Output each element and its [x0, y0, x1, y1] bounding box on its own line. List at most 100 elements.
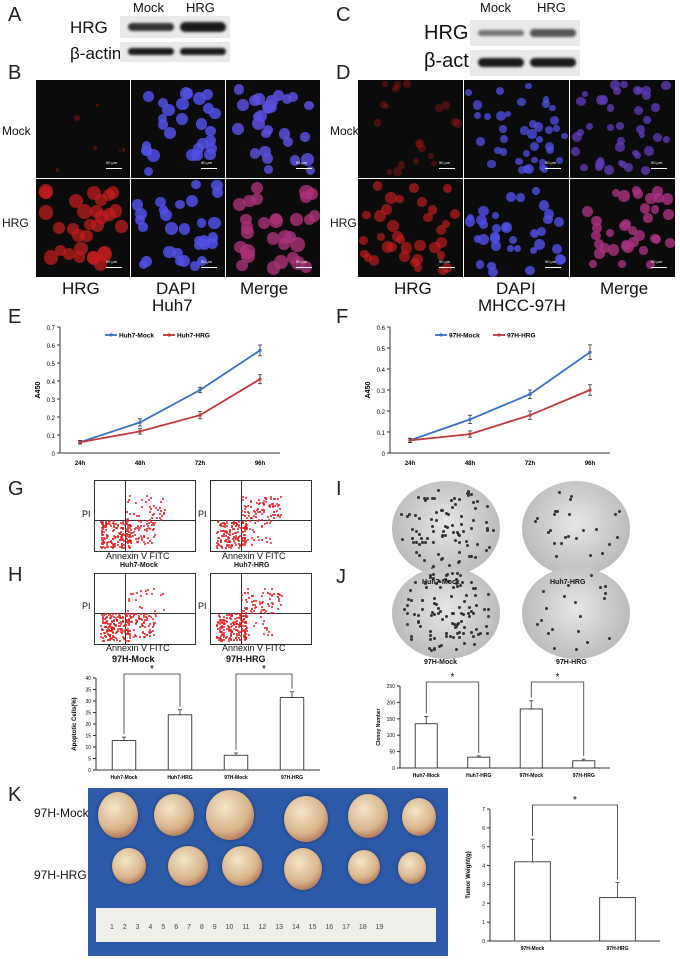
event-dot	[141, 539, 144, 542]
event-dot	[219, 538, 222, 541]
event-dot	[226, 636, 229, 639]
event-dot	[140, 622, 143, 625]
colony-dot	[454, 578, 458, 582]
event-dot	[269, 542, 272, 545]
cell	[595, 163, 603, 171]
scale-bar	[296, 168, 312, 169]
event-dot	[103, 631, 106, 634]
event-dot	[224, 523, 227, 526]
event-dot	[223, 634, 226, 637]
event-dot	[223, 622, 226, 625]
bar-97H-HRG	[572, 760, 596, 769]
event-dot	[105, 621, 108, 624]
event-dot	[252, 531, 255, 534]
event-dot	[144, 636, 147, 639]
event-dot	[117, 532, 120, 535]
event-dot	[226, 519, 229, 522]
event-dot	[278, 508, 281, 511]
event-dot	[148, 511, 151, 514]
flow-h-right-caption: 97H-HRG	[226, 654, 266, 664]
series-line-Huh7-HRG	[79, 378, 261, 444]
cell	[77, 203, 92, 219]
y-tick-label: 0	[392, 766, 395, 772]
plate-i-right	[522, 481, 630, 576]
event-dot	[218, 523, 221, 526]
event-dot	[265, 497, 268, 500]
event-dot	[105, 526, 108, 529]
event-dot	[239, 545, 242, 547]
cell	[639, 203, 651, 214]
colony-dot	[439, 586, 443, 590]
event-dot	[104, 616, 107, 619]
event-dot	[234, 531, 237, 534]
colony-dot	[470, 526, 474, 530]
event-dot	[142, 613, 145, 616]
event-dot	[228, 639, 231, 642]
cell	[645, 259, 655, 269]
event-dot	[121, 539, 124, 542]
flow-g-left-caption: Huh7-Mock	[120, 562, 158, 569]
event-dot	[102, 525, 105, 528]
event-dot	[152, 512, 155, 515]
cell	[526, 129, 537, 139]
tumor-hrg	[168, 846, 208, 886]
event-dot	[127, 535, 130, 538]
event-dot	[218, 639, 221, 642]
event-dot	[218, 616, 221, 619]
event-dot	[106, 543, 109, 546]
event-dot	[150, 630, 153, 633]
event-dot	[110, 542, 113, 545]
event-dot	[111, 613, 114, 616]
event-dot	[135, 541, 138, 544]
colony-dot	[405, 622, 409, 626]
colony-dot	[416, 496, 420, 500]
cell	[418, 144, 426, 153]
event-dot	[116, 629, 119, 632]
event-dot	[239, 630, 242, 633]
event-dot	[244, 525, 247, 528]
cell	[654, 193, 664, 203]
event-dot	[222, 629, 225, 632]
cell	[427, 205, 438, 215]
y-tick-label: 0.3	[377, 389, 386, 395]
event-dot	[117, 535, 120, 538]
cell	[290, 213, 303, 226]
event-dot	[116, 540, 119, 543]
event-dot	[216, 636, 219, 639]
colony-dot	[410, 599, 414, 603]
colony-dot	[406, 611, 410, 615]
colony-dot	[462, 631, 466, 635]
cell	[288, 91, 299, 102]
event-dot	[265, 537, 268, 540]
event-dot	[261, 526, 264, 529]
colony-dot	[570, 494, 574, 498]
western-blot-right: Mock HRG HRG β-actin	[0, 0, 680, 80]
event-dot	[108, 523, 111, 526]
event-dot	[103, 531, 106, 534]
event-dot	[218, 628, 221, 631]
scale-bar	[201, 267, 217, 268]
cell	[442, 101, 451, 110]
event-dot	[264, 588, 267, 590]
colony-dot	[461, 581, 465, 585]
cell	[372, 181, 383, 191]
colony-dot	[417, 532, 421, 536]
cell	[363, 253, 373, 263]
cell	[612, 188, 621, 197]
colony-dot	[442, 529, 446, 533]
event-dot	[258, 600, 261, 603]
event-dot	[122, 534, 125, 537]
cell	[551, 243, 562, 254]
colony-dot	[424, 582, 428, 585]
cell	[62, 248, 75, 260]
event-dot	[144, 632, 147, 635]
event-dot	[224, 636, 227, 639]
colony-dot	[431, 541, 435, 545]
colony-dot	[444, 632, 448, 636]
if-right-hrg-hrg: 50 μm	[358, 179, 463, 277]
plate-j-left-caption: 97H-Mock	[424, 659, 458, 666]
cell	[617, 190, 630, 202]
y-tick-label: 0	[88, 768, 91, 774]
cell	[380, 204, 392, 215]
colony-dot	[444, 577, 448, 581]
